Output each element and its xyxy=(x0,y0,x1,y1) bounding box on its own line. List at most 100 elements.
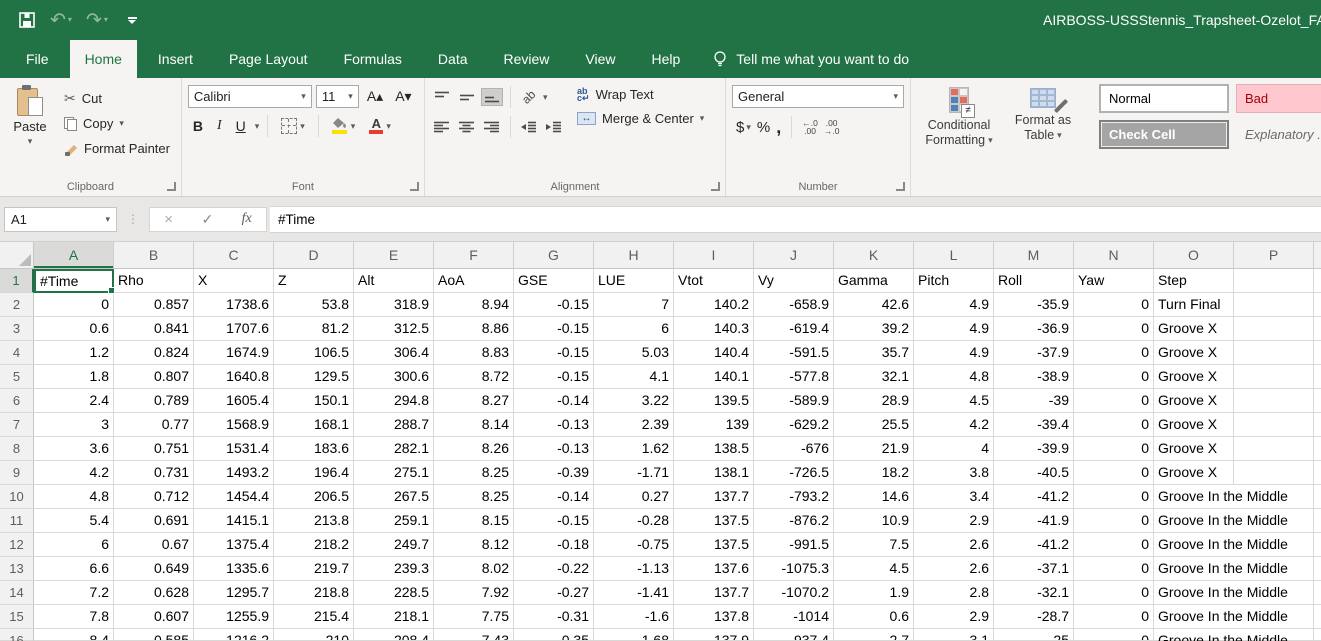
column-header-I[interactable]: I xyxy=(674,242,754,268)
bold-button[interactable]: B xyxy=(192,118,203,134)
cell-I4[interactable]: 140.4 xyxy=(674,341,754,365)
accounting-format-button[interactable]: $ ▾ xyxy=(736,119,751,136)
copy-button[interactable]: Copy ▾ xyxy=(64,113,170,134)
cell-B9[interactable]: 0.731 xyxy=(114,461,194,485)
cell-A5[interactable]: 1.8 xyxy=(34,365,114,389)
cell-E12[interactable]: 249.7 xyxy=(354,533,434,557)
row-header-9[interactable]: 9 xyxy=(0,461,34,485)
cell-N6[interactable]: 0 xyxy=(1074,389,1154,413)
cell-F13[interactable]: 8.02 xyxy=(434,557,514,581)
cell-K7[interactable]: 25.5 xyxy=(834,413,914,437)
cell-M4[interactable]: -37.9 xyxy=(994,341,1074,365)
tab-help[interactable]: Help xyxy=(651,51,681,67)
cell-O16[interactable]: Groove In the Middle xyxy=(1154,629,1288,641)
cell-E7[interactable]: 288.7 xyxy=(354,413,434,437)
cell-O15[interactable]: Groove In the Middle xyxy=(1154,605,1288,629)
cell-B2[interactable]: 0.857 xyxy=(114,293,194,317)
cell-C3[interactable]: 1707.6 xyxy=(194,317,274,341)
cell-N14[interactable]: 0 xyxy=(1074,581,1154,605)
cell-A13[interactable]: 6.6 xyxy=(34,557,114,581)
cell-L5[interactable]: 4.8 xyxy=(914,365,994,389)
cell-C16[interactable]: 1216.2 xyxy=(194,629,274,641)
cell-F14[interactable]: 7.92 xyxy=(434,581,514,605)
column-header-F[interactable]: F xyxy=(434,242,514,268)
column-header-H[interactable]: H xyxy=(594,242,674,268)
row-header-4[interactable]: 4 xyxy=(0,341,34,365)
cell-J6[interactable]: -589.9 xyxy=(754,389,834,413)
cell-K15[interactable]: 0.6 xyxy=(834,605,914,629)
cell-P15[interactable] xyxy=(1234,605,1314,629)
cell-M7[interactable]: -39.4 xyxy=(994,413,1074,437)
cell-G3[interactable]: -0.15 xyxy=(514,317,594,341)
cell-G12[interactable]: -0.18 xyxy=(514,533,594,557)
cell-D5[interactable]: 129.5 xyxy=(274,365,354,389)
cell-H14[interactable]: -1.41 xyxy=(594,581,674,605)
cell-M11[interactable]: -41.9 xyxy=(994,509,1074,533)
cell-P8[interactable] xyxy=(1234,437,1314,461)
column-header-E[interactable]: E xyxy=(354,242,434,268)
cell-O4[interactable]: Groove X xyxy=(1154,341,1234,365)
fill-color-button[interactable]: ▾ xyxy=(327,117,361,135)
cell-C14[interactable]: 1295.7 xyxy=(194,581,274,605)
cell-H11[interactable]: -0.28 xyxy=(594,509,674,533)
cell-D1[interactable]: Z xyxy=(274,269,354,293)
cell-I7[interactable]: 139 xyxy=(674,413,754,437)
cell-P5[interactable] xyxy=(1234,365,1314,389)
cell-B13[interactable]: 0.649 xyxy=(114,557,194,581)
cell-G14[interactable]: -0.27 xyxy=(514,581,594,605)
cell-L12[interactable]: 2.6 xyxy=(914,533,994,557)
redo-button[interactable]: ↷ ▾ xyxy=(86,11,108,30)
cell-G11[interactable]: -0.15 xyxy=(514,509,594,533)
cell-M8[interactable]: -39.9 xyxy=(994,437,1074,461)
cell-N15[interactable]: 0 xyxy=(1074,605,1154,629)
tab-data[interactable]: Data xyxy=(437,51,468,67)
cell-D15[interactable]: 215.4 xyxy=(274,605,354,629)
cell-I5[interactable]: 140.1 xyxy=(674,365,754,389)
font-size-combo[interactable]: 11 ▾ xyxy=(315,85,359,108)
cell-O3[interactable]: Groove X xyxy=(1154,317,1234,341)
cell-O2[interactable]: Turn Final xyxy=(1154,293,1234,317)
format-painter-button[interactable]: Format Painter xyxy=(64,138,170,159)
cell-J13[interactable]: -1075.3 xyxy=(754,557,834,581)
cell-E13[interactable]: 239.3 xyxy=(354,557,434,581)
cell-C8[interactable]: 1531.4 xyxy=(194,437,274,461)
tab-file[interactable]: File xyxy=(26,51,49,67)
cancel-button[interactable]: × xyxy=(164,210,173,228)
cell-H15[interactable]: -1.6 xyxy=(594,605,674,629)
cut-button[interactable]: ✂ Cut xyxy=(64,88,170,109)
cell-K3[interactable]: 39.2 xyxy=(834,317,914,341)
cell-M2[interactable]: -35.9 xyxy=(994,293,1074,317)
cell-L10[interactable]: 3.4 xyxy=(914,485,994,509)
tell-me-box[interactable]: Tell me what you want to do xyxy=(712,40,909,78)
cell-P11[interactable] xyxy=(1234,509,1314,533)
cell-P7[interactable] xyxy=(1234,413,1314,437)
cell-H9[interactable]: -1.71 xyxy=(594,461,674,485)
cell-B4[interactable]: 0.824 xyxy=(114,341,194,365)
number-format-combo[interactable]: General ▾ xyxy=(732,85,904,108)
cell-N10[interactable]: 0 xyxy=(1074,485,1154,509)
cell-E1[interactable]: Alt xyxy=(354,269,434,293)
cell-I10[interactable]: 137.7 xyxy=(674,485,754,509)
cell-D8[interactable]: 183.6 xyxy=(274,437,354,461)
cell-C12[interactable]: 1375.4 xyxy=(194,533,274,557)
cell-D16[interactable]: 210 xyxy=(274,629,354,641)
conditional-formatting-button[interactable]: ≠ Conditional Formatting ▾ xyxy=(917,83,1001,176)
row-header-14[interactable]: 14 xyxy=(0,581,34,605)
column-header-J[interactable]: J xyxy=(754,242,834,268)
formula-input[interactable]: #Time xyxy=(270,205,1321,233)
cell-N13[interactable]: 0 xyxy=(1074,557,1154,581)
cell-N7[interactable]: 0 xyxy=(1074,413,1154,437)
cell-K16[interactable]: -2.7 xyxy=(834,629,914,641)
cell-H7[interactable]: 2.39 xyxy=(594,413,674,437)
cell-H16[interactable]: -1.68 xyxy=(594,629,674,641)
cell-D7[interactable]: 168.1 xyxy=(274,413,354,437)
cell-E14[interactable]: 228.5 xyxy=(354,581,434,605)
cell-I3[interactable]: 140.3 xyxy=(674,317,754,341)
style-bad[interactable]: Bad xyxy=(1236,84,1321,113)
cell-E9[interactable]: 275.1 xyxy=(354,461,434,485)
increase-font-size-button[interactable]: A▴ xyxy=(363,88,387,105)
cell-M14[interactable]: -32.1 xyxy=(994,581,1074,605)
cell-A6[interactable]: 2.4 xyxy=(34,389,114,413)
cell-O6[interactable]: Groove X xyxy=(1154,389,1234,413)
cell-B11[interactable]: 0.691 xyxy=(114,509,194,533)
